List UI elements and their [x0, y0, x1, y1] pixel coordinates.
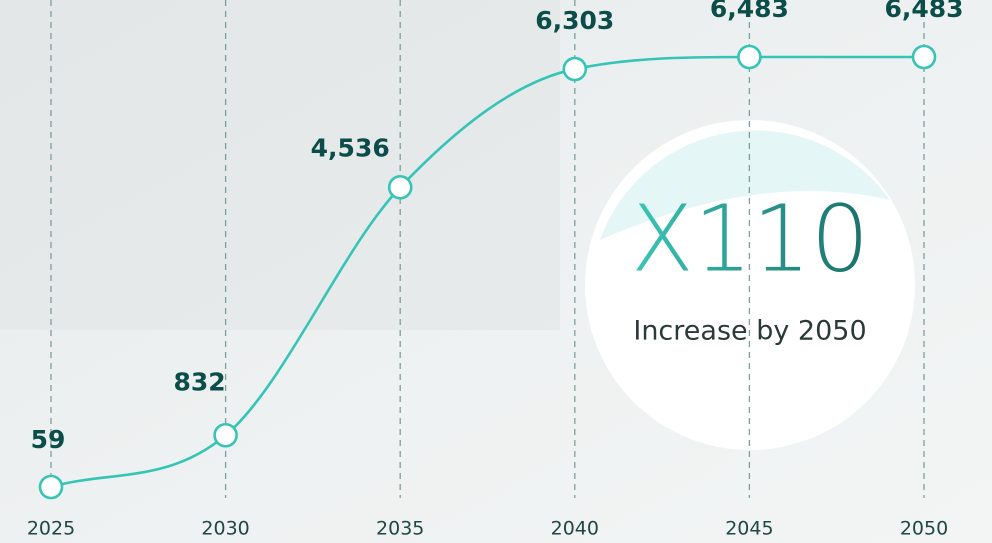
point [911, 44, 937, 70]
data-label: 832 [174, 367, 226, 396]
x-tick-label: 2030 [201, 518, 249, 540]
data-label: 4,536 [311, 133, 390, 162]
data-label: 6,303 [535, 6, 614, 35]
point [562, 56, 588, 82]
x-tick-label: 2040 [551, 518, 599, 540]
point [38, 474, 64, 500]
x-tick-label: 2035 [376, 518, 424, 540]
circle-accent [600, 130, 890, 240]
point [737, 44, 762, 70]
background-image [0, 0, 560, 330]
data-label: 6,483 [710, 0, 789, 23]
x-tick-label: 2050 [900, 518, 948, 540]
data-label: 6,483 [884, 0, 963, 23]
x-tick-label: 2045 [725, 518, 773, 540]
x-tick-label: 2025 [27, 518, 75, 540]
data-label: 59 [31, 425, 66, 454]
point [387, 175, 413, 200]
point [213, 422, 238, 448]
